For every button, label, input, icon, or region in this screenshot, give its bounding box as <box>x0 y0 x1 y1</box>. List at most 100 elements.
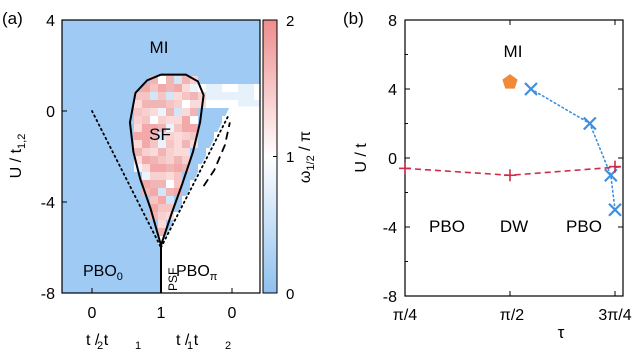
heatmap-cell <box>158 84 166 92</box>
heatmap-cell <box>142 140 150 148</box>
heatmap-cell <box>134 100 142 108</box>
heatmap-cell <box>174 156 182 164</box>
panel-label-a: (a) <box>2 9 23 28</box>
heatmap-cell <box>214 84 222 92</box>
data-point-cross <box>583 116 597 131</box>
heatmap-cell <box>238 100 246 108</box>
heatmap-cell <box>142 108 150 116</box>
heatmap-cell <box>166 92 174 100</box>
y-tick-label: -4 <box>41 195 55 212</box>
y-tick-label: -4 <box>383 220 397 237</box>
plot-frame-b <box>404 19 624 297</box>
heatmap-cell <box>206 92 214 100</box>
heatmap-cell <box>134 140 142 148</box>
heatmap-cell <box>198 84 206 92</box>
heatmap-cell <box>222 92 230 100</box>
heatmap-cell <box>182 124 190 132</box>
heatmap-cell <box>246 84 254 92</box>
heatmap-cell <box>254 100 260 108</box>
heatmap-cell <box>142 92 150 100</box>
heatmap-cell <box>174 108 182 116</box>
heatmap-cell <box>166 204 174 212</box>
svg-text:ω1/2 / π: ω1/2 / π <box>297 131 317 183</box>
heatmap-cell <box>150 204 158 212</box>
heatmap-cell <box>150 180 158 188</box>
heatmap-cell <box>166 164 174 172</box>
heatmap-cell <box>158 228 166 236</box>
heatmap-cell <box>142 132 150 140</box>
heatmap-cell <box>166 188 174 196</box>
heatmap-cell <box>190 116 198 124</box>
colorbar-tick-label: 1 <box>286 149 294 166</box>
data-point-plus <box>504 169 516 182</box>
heatmap-cell <box>158 180 166 188</box>
series-b <box>399 74 624 217</box>
heatmap-cell <box>158 212 166 220</box>
heatmap-cell <box>214 92 222 100</box>
dotted-left <box>91 110 162 249</box>
y-tick-label: 8 <box>388 13 397 30</box>
heatmap-cell <box>158 220 166 228</box>
heatmap-cell <box>174 172 182 180</box>
x-tick-label: π/2 <box>500 307 524 324</box>
data-point-pentagon <box>502 74 518 89</box>
svg-text:U / t1,2: U / t1,2 <box>8 134 28 179</box>
heatmap-cell <box>158 148 166 156</box>
heatmap-cell <box>182 132 190 140</box>
data-point-cross <box>524 82 538 96</box>
region-label-mi: MI <box>150 38 169 57</box>
colorbar-tick-label: 2 <box>286 13 294 30</box>
heatmap-cell <box>174 164 182 172</box>
heatmap-cell <box>174 132 182 140</box>
panel-label-b: (b) <box>343 9 364 28</box>
heatmap-cell <box>150 124 158 132</box>
region-label-dw: DW <box>500 217 528 236</box>
x-axis-label-left: t / t <box>86 332 109 349</box>
heatmap-cell <box>190 124 198 132</box>
svg-text:PSF: PSF <box>166 268 180 291</box>
data-point-cross <box>608 202 622 217</box>
heatmap-cell <box>174 84 182 92</box>
x-axis-label-right-sub2: 2 <box>225 340 231 350</box>
y-tick-label: 4 <box>46 13 55 30</box>
heatmap-cell <box>134 116 142 124</box>
heatmap-cell <box>150 164 158 172</box>
heatmap-cell <box>158 92 166 100</box>
heatmap-cell <box>174 140 182 148</box>
heatmap-cell <box>158 100 166 108</box>
data-point-plus <box>609 160 621 173</box>
phase-boundaries <box>91 73 231 293</box>
heatmap-cell <box>222 100 230 108</box>
heatmap-cell <box>158 196 166 204</box>
heatmap-cell <box>182 84 190 92</box>
heatmap-cell <box>158 108 166 116</box>
heatmap-cell <box>190 100 198 108</box>
heatmap-cell <box>238 92 246 100</box>
region-label-pbo0: PBO0 <box>83 263 123 283</box>
y-axis-label-a: U / t1,2 <box>8 134 28 179</box>
heatmap-cell <box>174 148 182 156</box>
heatmap-cell <box>134 132 142 140</box>
heatmap-cell <box>182 108 190 116</box>
region-label-mi-b: MI <box>504 42 523 61</box>
region-label-pbopi: PBOπ <box>176 263 218 283</box>
heatmap-cell <box>174 124 182 132</box>
heatmap-cell <box>142 84 150 92</box>
heatmap-cell <box>134 108 142 116</box>
heatmap-cell <box>158 188 166 196</box>
heatmap-cell <box>182 116 190 124</box>
heatmap-cell <box>150 116 158 124</box>
region-label-pbo-left: PBO <box>429 217 465 236</box>
colorbar-label: ω1/2 / π <box>297 131 317 183</box>
y-tick-label: 0 <box>46 104 55 121</box>
heatmap-cell <box>142 188 150 196</box>
x-axis-label-left-sub2: 1 <box>135 340 141 350</box>
heatmap-cell <box>230 84 238 92</box>
heatmap-cell <box>134 156 142 164</box>
heatmap-cell <box>158 140 166 148</box>
svg-text:U / t: U / t <box>353 143 370 173</box>
heatmap-cell <box>142 172 150 180</box>
dotted-right <box>160 114 230 249</box>
heatmap-cell <box>150 140 158 148</box>
heatmap-cell <box>174 180 182 188</box>
